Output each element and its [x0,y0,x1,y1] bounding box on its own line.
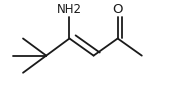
Text: O: O [112,3,123,16]
Text: NH2: NH2 [57,3,82,16]
